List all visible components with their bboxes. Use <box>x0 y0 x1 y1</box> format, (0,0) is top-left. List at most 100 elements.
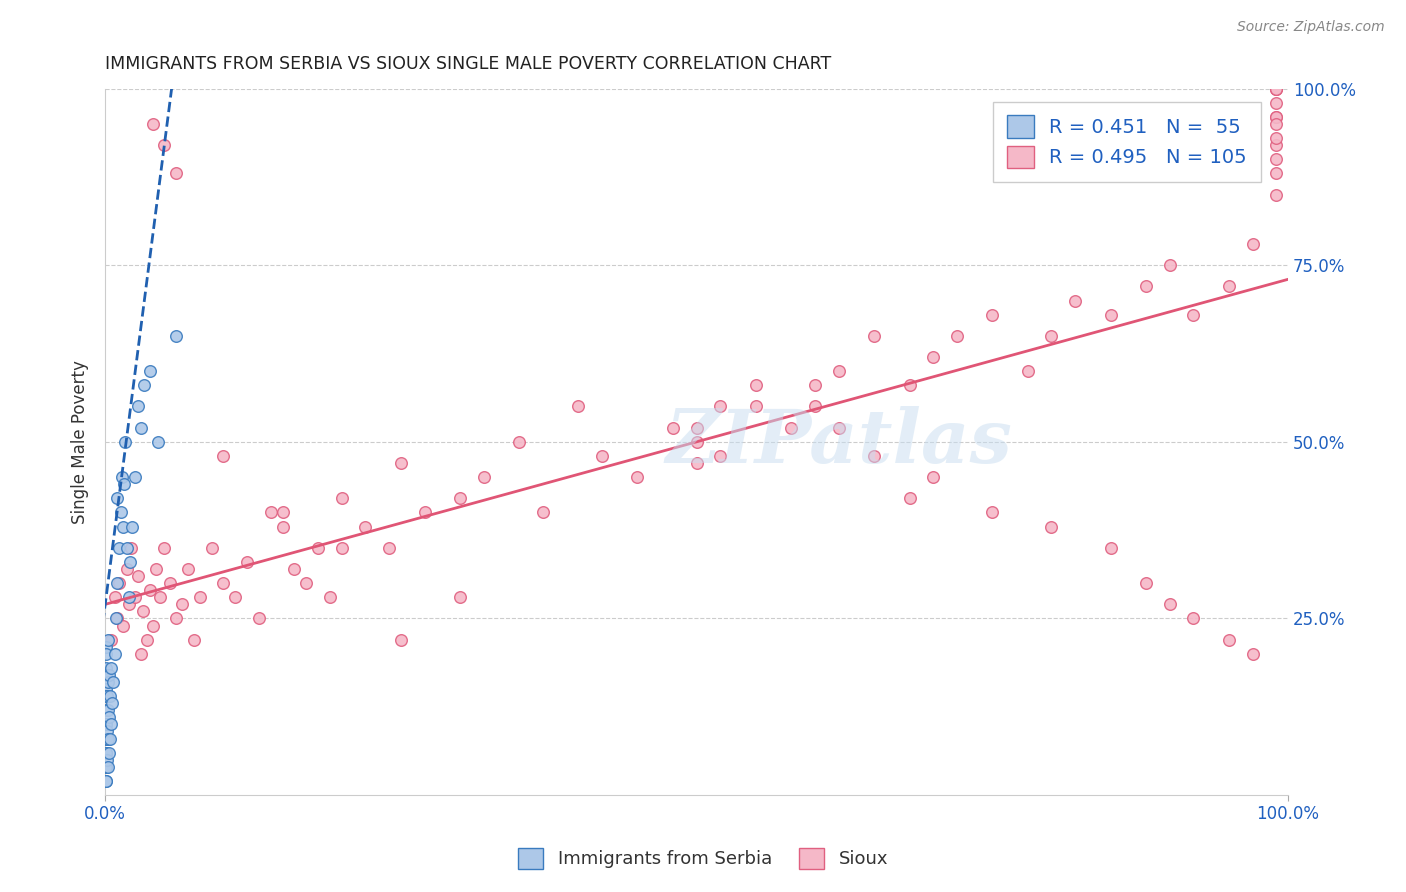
Point <box>863 329 886 343</box>
Point <box>212 576 235 591</box>
Point <box>1265 95 1288 110</box>
Point <box>97 668 120 682</box>
Point <box>104 591 127 605</box>
Point <box>212 449 235 463</box>
Point <box>1064 293 1087 308</box>
Point <box>295 576 318 591</box>
Point <box>97 703 120 717</box>
Point <box>283 562 305 576</box>
Point <box>110 506 132 520</box>
Point <box>96 647 118 661</box>
Point <box>94 746 117 760</box>
Point <box>685 420 707 434</box>
Point <box>271 519 294 533</box>
Point <box>129 647 152 661</box>
Point <box>307 541 329 555</box>
Point <box>981 308 1004 322</box>
Point <box>1040 519 1063 533</box>
Point <box>94 682 117 697</box>
Point <box>96 753 118 767</box>
Point <box>97 710 120 724</box>
Point <box>100 717 122 731</box>
Point <box>105 611 128 625</box>
Point <box>1099 541 1122 555</box>
Point <box>1135 576 1157 591</box>
Point <box>591 449 613 463</box>
Point <box>120 541 142 555</box>
Point <box>330 491 353 506</box>
Point <box>413 506 436 520</box>
Point <box>103 675 125 690</box>
Point <box>685 434 707 449</box>
Point <box>94 773 117 788</box>
Point <box>709 449 731 463</box>
Point <box>1159 258 1181 272</box>
Point <box>319 591 342 605</box>
Point <box>112 477 135 491</box>
Point <box>141 618 163 632</box>
Point <box>129 420 152 434</box>
Point <box>183 632 205 647</box>
Text: Source: ZipAtlas.com: Source: ZipAtlas.com <box>1237 20 1385 34</box>
Point <box>922 470 945 484</box>
Point <box>172 597 194 611</box>
Point <box>145 562 167 576</box>
Text: ZIPatlas: ZIPatlas <box>665 406 1012 478</box>
Point <box>134 378 156 392</box>
Point <box>508 434 530 449</box>
Point <box>124 591 146 605</box>
Point <box>449 591 471 605</box>
Point <box>745 400 768 414</box>
Point <box>108 576 131 591</box>
Point <box>1265 110 1288 124</box>
Point <box>115 562 138 576</box>
Point <box>1265 81 1288 95</box>
Point <box>260 506 283 520</box>
Point <box>863 449 886 463</box>
Point <box>1265 187 1288 202</box>
Point <box>804 378 827 392</box>
Legend: R = 0.451   N =  55, R = 0.495   N = 105: R = 0.451 N = 55, R = 0.495 N = 105 <box>993 102 1261 182</box>
Point <box>626 470 648 484</box>
Point <box>135 632 157 647</box>
Point <box>1265 110 1288 124</box>
Point <box>1040 329 1063 343</box>
Point <box>96 731 118 746</box>
Point <box>177 562 200 576</box>
Point <box>1241 647 1264 661</box>
Text: IMMIGRANTS FROM SERBIA VS SIOUX SINGLE MALE POVERTY CORRELATION CHART: IMMIGRANTS FROM SERBIA VS SIOUX SINGLE M… <box>105 55 831 73</box>
Point <box>97 632 120 647</box>
Point <box>981 506 1004 520</box>
Point <box>94 703 117 717</box>
Point <box>94 661 117 675</box>
Point <box>165 166 187 180</box>
Point <box>153 541 176 555</box>
Point <box>139 583 162 598</box>
Point <box>685 456 707 470</box>
Point <box>153 138 176 153</box>
Point <box>94 760 117 774</box>
Point <box>1265 117 1288 131</box>
Point <box>97 675 120 690</box>
Point <box>531 506 554 520</box>
Point <box>98 689 121 703</box>
Point <box>1265 153 1288 167</box>
Point <box>105 491 128 506</box>
Point <box>1265 166 1288 180</box>
Point <box>1099 308 1122 322</box>
Point <box>141 117 163 131</box>
Point <box>1265 81 1288 95</box>
Point <box>236 555 259 569</box>
Point <box>139 364 162 378</box>
Point <box>247 611 270 625</box>
Point <box>104 611 127 625</box>
Point <box>201 541 224 555</box>
Point <box>1135 279 1157 293</box>
Point <box>898 491 921 506</box>
Point <box>96 760 118 774</box>
Point <box>121 519 143 533</box>
Point <box>97 746 120 760</box>
Y-axis label: Single Male Poverty: Single Male Poverty <box>72 359 89 524</box>
Point <box>149 591 172 605</box>
Point <box>96 746 118 760</box>
